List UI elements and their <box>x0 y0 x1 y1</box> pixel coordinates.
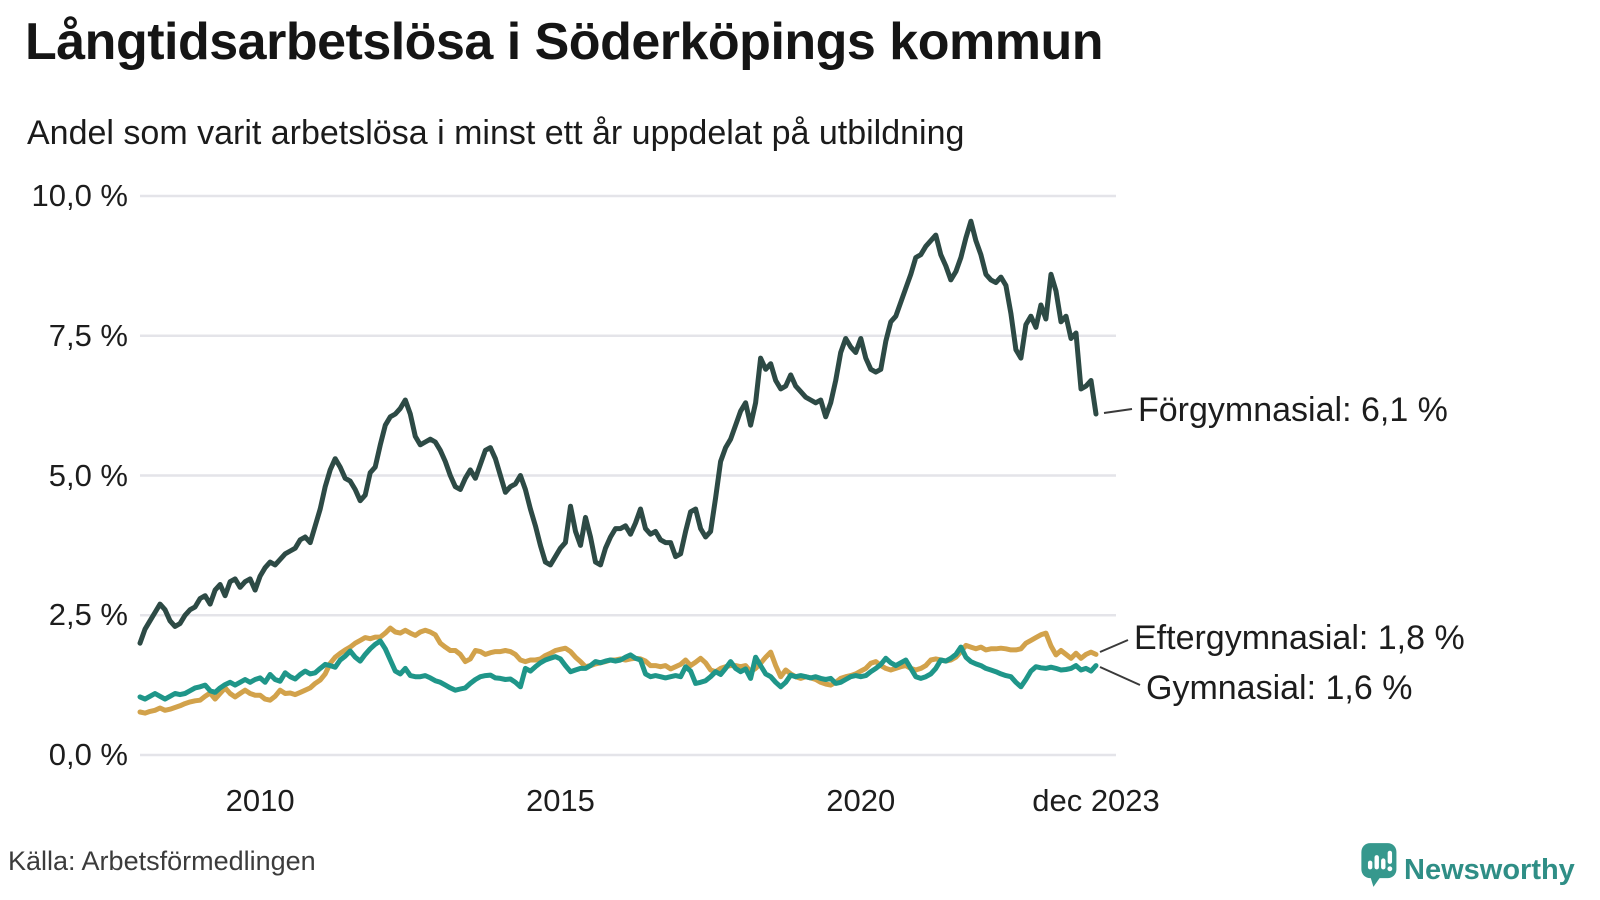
x-tick-label: dec 2023 <box>1032 783 1160 818</box>
source-note: Källa: Arbetsförmedlingen <box>8 846 316 876</box>
y-tick-label: 10,0 % <box>31 178 128 213</box>
newsworthy-wordmark: Newsworthy <box>1404 854 1575 886</box>
series-line-eftergymnasial <box>137 625 1099 716</box>
page-subtitle: Andel som varit arbetslösa i minst ett å… <box>27 114 965 152</box>
newsworthy-logo: Newsworthy <box>1360 840 1590 892</box>
label-leader-line <box>1103 408 1133 414</box>
series-line-förgymnasial <box>137 218 1099 646</box>
y-tick-label: 7,5 % <box>48 317 128 353</box>
y-tick-label: 5,0 % <box>48 457 128 493</box>
series-label-eftergymnasial: Eftergymnasial: 1,8 % <box>1134 619 1465 657</box>
y-tick-label: 2,5 % <box>48 597 128 633</box>
x-tick-label: 2015 <box>525 783 595 818</box>
label-leader-line <box>1099 666 1141 686</box>
x-tick-label: 2010 <box>225 783 295 818</box>
series-label-gymnasial: Gymnasial: 1,6 % <box>1146 669 1413 707</box>
y-tick-label: 0,0 % <box>48 737 128 772</box>
x-tick-label: 2020 <box>826 783 896 818</box>
newsworthy-icon <box>1361 843 1397 887</box>
page-title: Långtidsarbetslösa i Söderköpings kommun <box>25 13 1103 71</box>
label-leader-line <box>1099 639 1129 653</box>
series-line-gymnasial <box>137 638 1099 702</box>
series-label-förgymnasial: Förgymnasial: 6,1 % <box>1138 391 1448 429</box>
